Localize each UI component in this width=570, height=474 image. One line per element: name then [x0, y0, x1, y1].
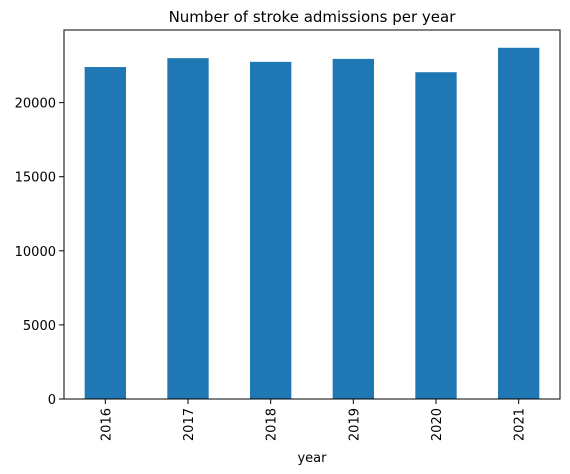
x-tick-label: 2016	[99, 408, 114, 441]
x-axis-title: year	[297, 451, 327, 466]
bar-2019	[332, 58, 374, 400]
y-tick-label: 10000	[15, 245, 56, 260]
x-axis: 2016 2017 2018 2019 2020 2021	[99, 399, 528, 441]
x-tick-label: 2019	[347, 408, 362, 441]
bar-2021	[498, 47, 540, 399]
x-tick-label: 2020	[430, 408, 445, 441]
bar-2017	[167, 58, 209, 400]
bar-2016	[84, 67, 126, 400]
y-tick-label: 5000	[23, 319, 56, 334]
bar-2018	[250, 61, 292, 399]
plot-frame	[63, 29, 561, 400]
y-tick-label: 0	[48, 393, 56, 408]
x-tick-label: 2017	[182, 408, 197, 441]
y-tick-label: 20000	[15, 97, 56, 112]
y-tick-label: 15000	[15, 171, 56, 186]
x-tick-label: 2021	[513, 408, 528, 441]
chart-title: Number of stroke admissions per year	[169, 8, 457, 26]
bar-2020	[415, 72, 457, 400]
y-axis: 0 5000 10000 15000 20000	[15, 97, 64, 408]
bars-layer	[84, 47, 540, 400]
x-tick-label: 2018	[265, 408, 280, 441]
